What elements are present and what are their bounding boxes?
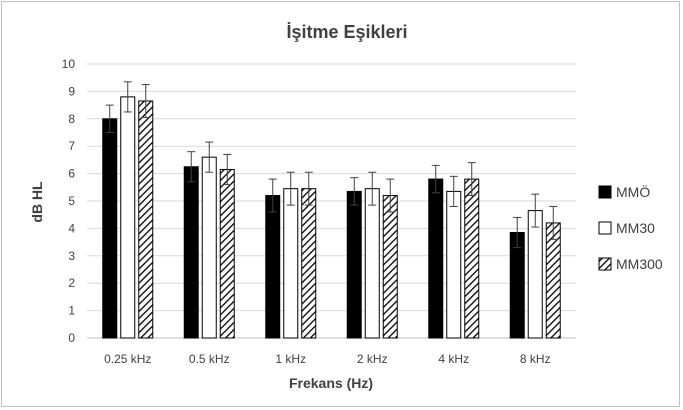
bar-mm30 [120,96,136,339]
bar-mm300 [464,178,480,339]
error-bar [223,153,232,186]
bar-mm30 [446,190,462,339]
error-bar [187,151,196,183]
gridlines [87,63,576,339]
x-tick-label: 4 kHz [438,352,469,366]
y-tick-label: 7 [68,139,75,153]
error-bar [205,141,214,173]
y-tick-label: 6 [68,167,75,181]
legend-label: MMÖ [616,183,650,200]
bar-chart: İşitme Eşikleri 0 1 2 3 4 5 6 7 8 9 10 0.25 kHz 0.5… [29,22,663,391]
error-bar [431,164,440,194]
error-bar [350,177,359,206]
error-bar [549,205,558,240]
chart-title: İşitme Eşikleri [286,22,407,42]
y-tick-label: 4 [68,221,75,235]
bars [102,96,561,339]
error-bar [386,178,395,213]
x-axis-ticks: 0.25 kHz 0.5 kHz 1 kHz 2 kHz 4 kHz 8 kHz [104,352,551,366]
y-tick-label: 2 [68,276,75,290]
x-tick-label: 1 kHz [275,352,306,366]
bar-mmö [346,190,362,339]
error-bar [286,171,295,206]
x-tick-label: 2 kHz [357,352,388,366]
y-axis-title: dB HL [29,181,45,223]
legend-swatch-mmö [598,185,612,199]
y-tick-label: 3 [68,249,75,263]
y-tick-label: 5 [68,194,75,208]
x-tick-label: 0.25 kHz [104,352,151,366]
bar-mmö [509,232,525,339]
bar-mm300 [219,168,235,339]
x-tick-label: 8 kHz [520,352,551,366]
legend-swatch-mm300 [598,257,612,271]
legend-label: MM30 [616,220,655,236]
y-tick-label: 1 [68,304,75,318]
bar-mmö [102,118,118,339]
bar-mm30 [201,156,217,339]
y-axis-ticks: 0 1 2 3 4 5 6 7 8 9 10 [62,57,76,345]
bar-mm30 [527,210,543,339]
error-bar [467,162,476,197]
error-bar [304,171,313,206]
y-tick-label: 9 [68,84,75,98]
error-bar [513,216,522,249]
legend: MMÖ MM30 MM300 [598,183,663,272]
x-axis-title: Frekans (Hz) [289,375,373,391]
bar-mm30 [364,188,380,339]
error-bar [368,171,377,206]
y-tick-label: 10 [62,57,76,71]
legend-label: MM300 [616,256,663,272]
bar-mmö [265,195,281,339]
bar-mm300 [301,188,317,339]
bar-mm30 [283,188,299,339]
bar-mmö [183,166,199,339]
error-bar [105,104,114,133]
bar-mm300 [545,222,561,339]
y-tick-label: 0 [68,331,75,345]
error-bar [531,193,540,228]
x-tick-label: 0.5 kHz [189,352,230,366]
bar-mm300 [138,100,154,339]
error-bar [141,84,150,118]
y-tick-label: 8 [68,112,75,126]
bar-mm300 [382,195,398,339]
error-bar [268,178,277,213]
error-bar [449,175,458,207]
legend-swatch-mm30 [598,221,612,235]
error-bar [123,81,132,113]
bar-mmö [428,178,444,339]
error-bars [105,81,558,249]
